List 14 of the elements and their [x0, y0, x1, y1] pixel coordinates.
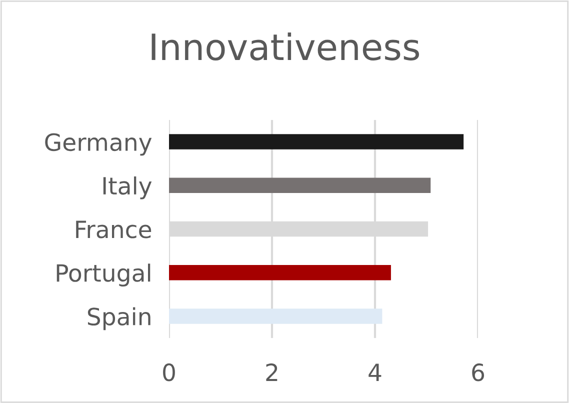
bar	[169, 264, 391, 280]
bar	[169, 178, 431, 194]
y-tick-label: Germany	[45, 133, 152, 156]
x-tick-label: 4	[368, 364, 382, 381]
chart-title: Innovativeness	[152, 32, 419, 60]
bar	[169, 134, 464, 150]
y-tick-label: France	[76, 220, 152, 238]
x-tick-label: 6	[472, 363, 484, 382]
y-tick-label: Portugal	[56, 264, 150, 286]
x-tick-label: 2	[266, 363, 278, 381]
x-tick-label: 0	[163, 363, 175, 382]
y-tick-label: Spain	[88, 307, 150, 330]
y-tick-label: Italy	[103, 176, 152, 200]
bar	[169, 308, 382, 324]
